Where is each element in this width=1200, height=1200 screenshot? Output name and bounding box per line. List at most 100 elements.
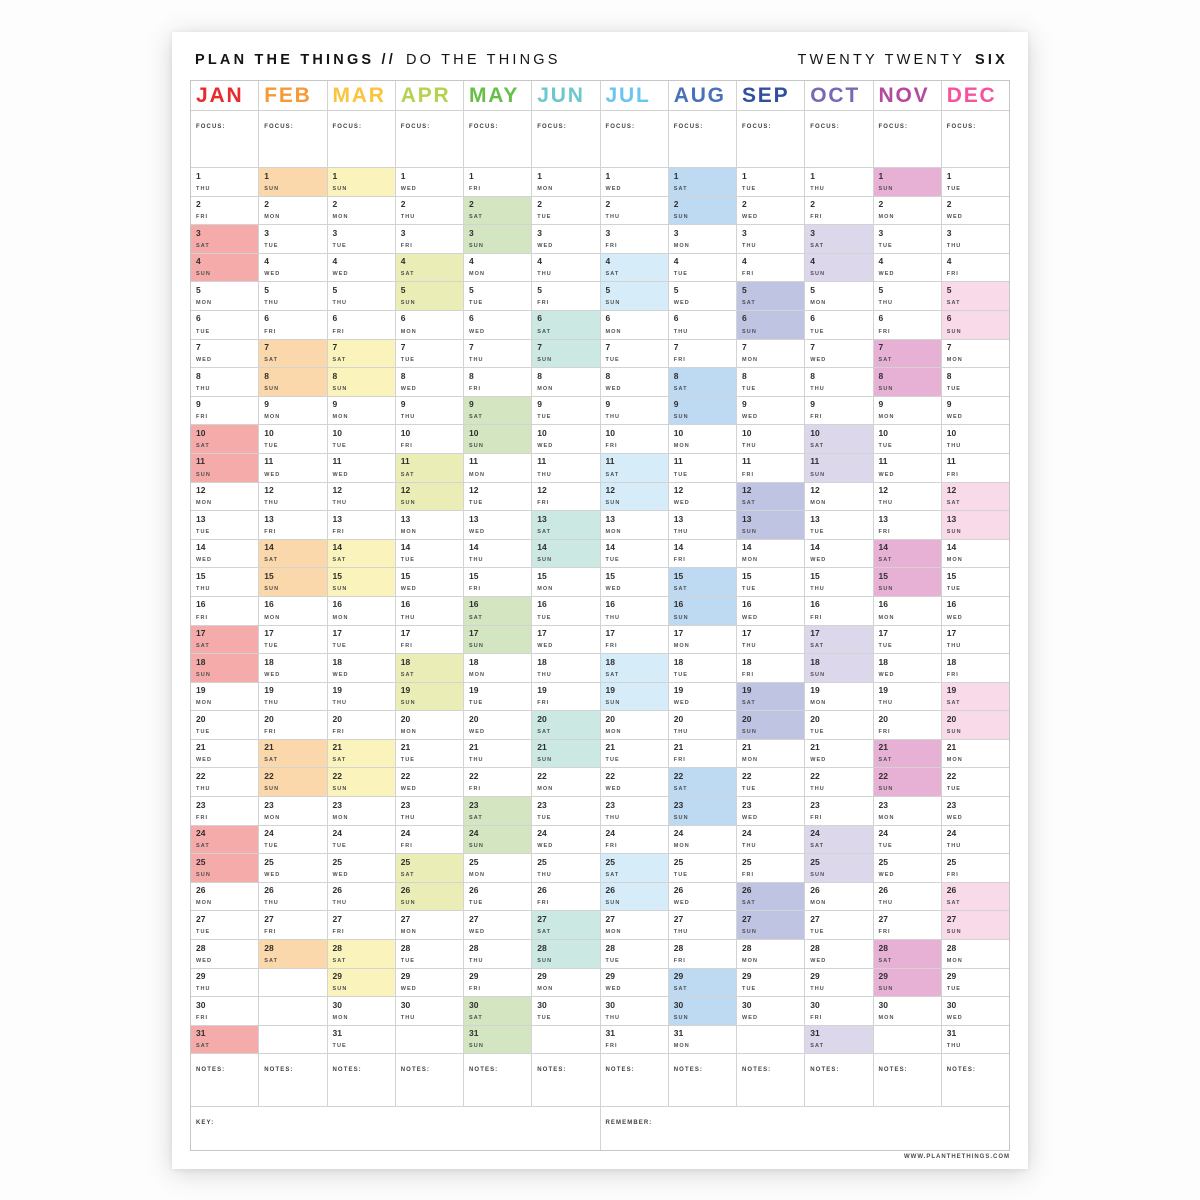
day-number: 24 (946, 828, 957, 839)
remember-label: REMEMBER: (605, 1120, 653, 1127)
day-cell-mar-10: 10 TUE (327, 425, 395, 454)
day-number: 25 (400, 856, 411, 867)
day-number: 13 (810, 513, 820, 524)
weekday-label: THU (469, 957, 484, 964)
notes-cell-jan: NOTES: (191, 1054, 258, 1106)
weekday-label: SAT (878, 357, 893, 364)
day-number: 23 (810, 799, 820, 810)
weekday-label: SAT (469, 214, 483, 221)
notes-label: NOTES: (673, 1067, 704, 1074)
weekday-label: SAT (332, 957, 347, 964)
day-number: 2 (332, 199, 338, 210)
day-number: 4 (332, 256, 338, 267)
weekday-label: SAT (946, 900, 961, 907)
weekday-label: FRI (878, 528, 891, 535)
day-number: 9 (742, 399, 747, 410)
weekday-label: MON (605, 929, 622, 936)
day-number: 14 (673, 542, 684, 553)
weekday-label: SUN (196, 871, 211, 878)
day-number: 26 (537, 885, 547, 896)
notes-cell-oct: NOTES: (805, 1054, 872, 1106)
day-number: 7 (810, 342, 815, 353)
day-number: 5 (673, 284, 679, 295)
weekday-label: TUE (742, 585, 757, 592)
day-cell-feb-2: 2 MON (259, 197, 327, 226)
day-number: 2 (878, 199, 884, 210)
day-cell-jun-17: 17 WED (532, 626, 600, 655)
day-cell-jan-23: 23 FRI (191, 797, 259, 826)
weekday-label: THU (810, 986, 825, 993)
day-cell-feb-13: 13 FRI (259, 511, 327, 540)
day-cell-jul-12: 12 SUN (600, 482, 668, 512)
day-cell-jul-18: 18 SAT (600, 654, 668, 683)
day-number: 20 (673, 713, 684, 724)
day-number: 20 (196, 713, 206, 724)
weekday-label: THU (673, 728, 689, 735)
weekday-label: TUE (264, 843, 279, 850)
day-number: 27 (946, 913, 957, 924)
weekday-label: FRI (878, 728, 891, 735)
day-number: 9 (605, 399, 611, 410)
day-number: 13 (469, 513, 479, 524)
day-number: 6 (196, 313, 201, 324)
weekday-label: SUN (673, 1014, 689, 1021)
day-number: 23 (878, 799, 888, 810)
day-cell-sep-8: 8 TUE (737, 368, 805, 397)
day-cell-jun-11: 11 THU (532, 454, 600, 483)
day-number: 14 (537, 542, 547, 553)
day-cell-jul-23: 23 THU (600, 797, 668, 826)
day-number: 13 (400, 513, 411, 524)
day-cell-aug-20: 20 THU (668, 711, 736, 740)
weekday-label: FRI (946, 871, 959, 878)
weekday-label: FRI (264, 929, 277, 936)
weekday-label: FRI (264, 328, 277, 335)
weekday-label: FRI (537, 500, 550, 507)
weekday-label: WED (400, 786, 417, 793)
weekday-label: SUN (400, 299, 416, 306)
day-cell-aug-28: 28 FRI (668, 940, 736, 969)
day-number: 16 (605, 599, 615, 610)
weekday-label: SUN (810, 271, 826, 278)
day-number: 19 (400, 685, 411, 696)
day-number: 8 (810, 370, 815, 381)
day-cell-oct-12: 12 MON (805, 483, 873, 512)
weekday-label: THU (946, 442, 962, 449)
day-cell-may-3: 3 SUN (464, 225, 532, 254)
weekday-label: WED (946, 214, 963, 221)
day-number: 4 (537, 256, 542, 267)
weekday-label: WED (742, 1014, 759, 1021)
weekday-label: THU (264, 900, 279, 907)
weekday-label: TUE (264, 442, 279, 449)
day-cell-sep-27: 27 SUN (737, 911, 805, 941)
day-cell-mar-19: 19 THU (327, 683, 395, 712)
day-number: 14 (332, 542, 342, 553)
day-cell-aug-17: 17 MON (668, 626, 736, 655)
day-number: 6 (469, 313, 474, 324)
day-number: 11 (400, 456, 410, 467)
weekday-label: FRI (469, 385, 482, 392)
day-cell-oct-1: 1 THU (805, 168, 873, 197)
weekday-label: FRI (946, 671, 959, 678)
day-number: 8 (673, 370, 679, 381)
weekday-label: SUN (469, 643, 484, 650)
day-cell-sep-30: 30 WED (737, 997, 805, 1026)
day-cell-sep-1: 1 TUE (737, 168, 805, 197)
day-number: 1 (332, 170, 338, 181)
day-cell-may-26: 26 TUE (464, 883, 532, 912)
day-number: 23 (264, 799, 274, 810)
day-cell-dec-1: 1 TUE (941, 168, 1009, 197)
weekday-label: WED (673, 900, 690, 907)
day-number: 29 (400, 971, 411, 982)
day-number: 11 (264, 456, 274, 467)
day-cell-nov-13: 13 FRI (873, 511, 941, 540)
day-cell-jan-2: 2 FRI (191, 197, 259, 226)
day-cell-jan-29: 29 THU (191, 969, 259, 998)
day-number: 3 (742, 227, 747, 238)
weekday-label: WED (400, 385, 417, 392)
day-cell-mar-24: 24 TUE (327, 826, 395, 855)
weekday-label: FRI (196, 414, 209, 421)
day-number: 21 (537, 742, 547, 753)
day-cell-mar-31: 31 TUE (327, 1026, 395, 1055)
day-number: 28 (946, 942, 957, 953)
day-cell-jun-15: 15 MON (532, 568, 600, 597)
